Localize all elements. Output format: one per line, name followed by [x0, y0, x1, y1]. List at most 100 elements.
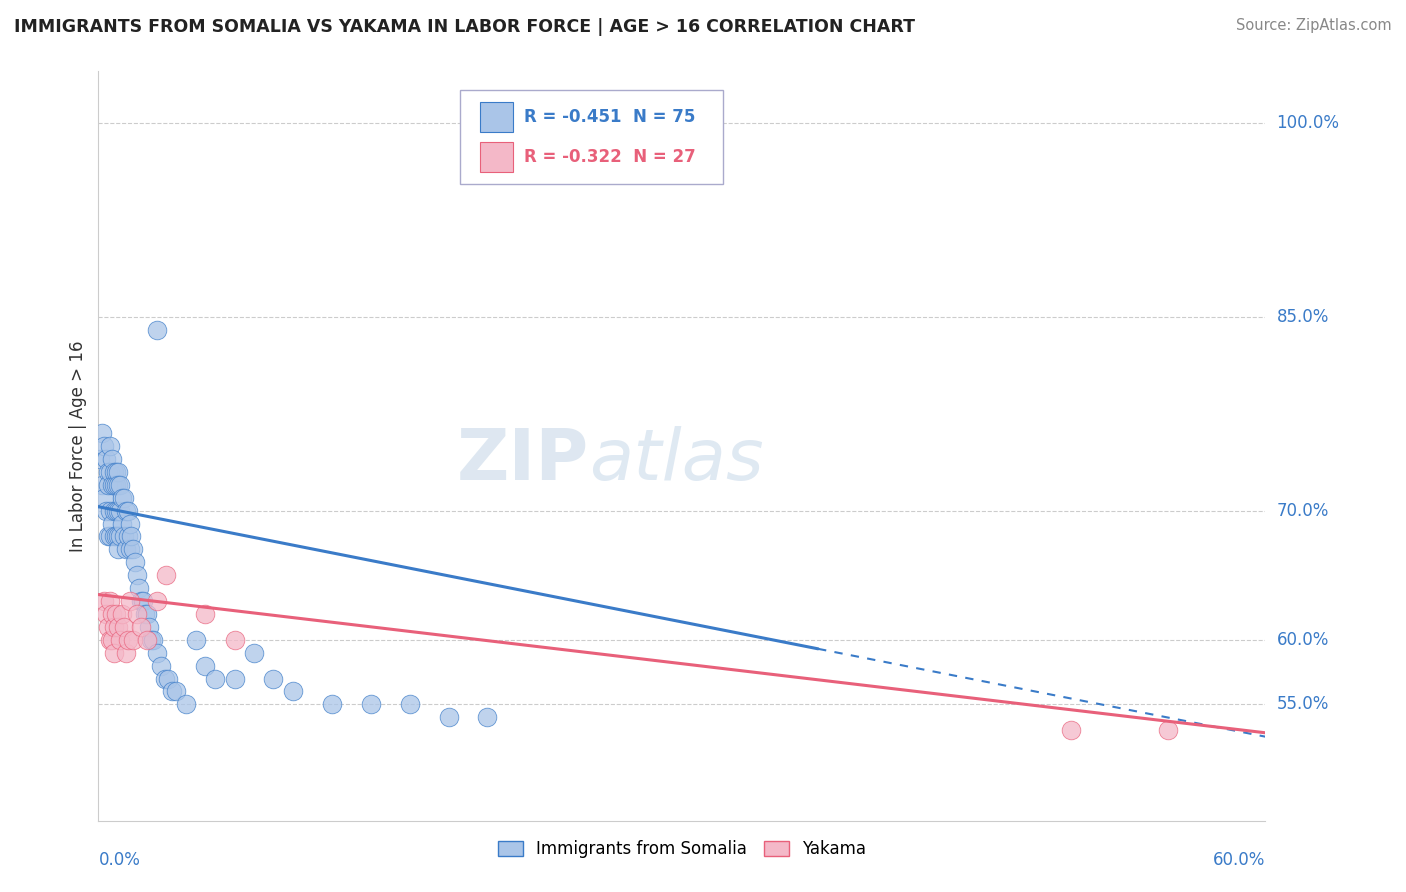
Text: 0.0%: 0.0% — [98, 851, 141, 869]
Point — [91, 426, 114, 441]
Point — [104, 529, 127, 543]
Point — [103, 529, 125, 543]
Text: 85.0%: 85.0% — [1277, 308, 1329, 326]
Text: 60.0%: 60.0% — [1277, 631, 1329, 648]
Point — [104, 607, 127, 621]
Point — [96, 503, 118, 517]
Point — [194, 658, 217, 673]
Point — [281, 684, 304, 698]
Text: atlas: atlas — [589, 426, 763, 495]
Point — [97, 620, 120, 634]
Point — [96, 451, 118, 466]
Point — [104, 503, 127, 517]
Point — [98, 632, 121, 647]
Point — [108, 477, 131, 491]
Point — [117, 529, 139, 543]
Text: ZIP: ZIP — [457, 426, 589, 495]
Point — [477, 710, 499, 724]
Point — [360, 698, 382, 712]
Point — [91, 477, 114, 491]
Point — [118, 594, 141, 608]
Point — [112, 491, 135, 505]
Point — [114, 646, 136, 660]
Point — [108, 503, 131, 517]
Point — [204, 672, 226, 686]
Point — [101, 607, 124, 621]
Point — [98, 529, 121, 543]
Point — [107, 477, 129, 491]
Point — [157, 672, 180, 686]
Point — [194, 607, 217, 621]
Point — [146, 323, 169, 337]
Point — [114, 542, 136, 557]
Point — [224, 672, 246, 686]
Point — [93, 491, 115, 505]
Point — [118, 516, 141, 531]
Point — [89, 451, 111, 466]
Point — [98, 503, 121, 517]
Point — [103, 477, 125, 491]
Point — [129, 594, 152, 608]
Bar — [479, 102, 513, 132]
Point — [98, 594, 121, 608]
Point — [103, 646, 125, 660]
Point — [174, 698, 197, 712]
Point — [111, 491, 134, 505]
Point — [437, 710, 460, 724]
Point — [134, 607, 156, 621]
Point — [108, 529, 131, 543]
Point — [117, 632, 139, 647]
Point — [97, 529, 120, 543]
Point — [107, 503, 129, 517]
Point — [97, 477, 120, 491]
Point — [98, 439, 121, 453]
Point — [104, 477, 127, 491]
Text: 70.0%: 70.0% — [1277, 501, 1329, 520]
Point — [97, 465, 120, 479]
Text: 55.0%: 55.0% — [1277, 696, 1329, 714]
Point — [127, 568, 149, 582]
Legend: Immigrants from Somalia, Yakama: Immigrants from Somalia, Yakama — [491, 833, 873, 864]
Point — [93, 439, 115, 453]
Point — [101, 477, 124, 491]
Text: R = -0.322  N = 27: R = -0.322 N = 27 — [524, 148, 696, 166]
Point — [121, 529, 143, 543]
Point — [96, 607, 118, 621]
Point — [107, 529, 129, 543]
Point — [243, 646, 266, 660]
Point — [107, 620, 129, 634]
Point — [321, 698, 343, 712]
Point — [112, 529, 135, 543]
Point — [128, 581, 150, 595]
Point — [112, 620, 135, 634]
Point — [132, 594, 155, 608]
Point — [122, 632, 145, 647]
Point — [165, 684, 187, 698]
Point — [139, 632, 162, 647]
Point — [138, 620, 160, 634]
Point — [103, 465, 125, 479]
Point — [101, 516, 124, 531]
Point — [224, 632, 246, 647]
Point — [127, 607, 149, 621]
FancyBboxPatch shape — [460, 90, 723, 184]
Point — [398, 698, 420, 712]
Point — [122, 542, 145, 557]
Text: Source: ZipAtlas.com: Source: ZipAtlas.com — [1236, 18, 1392, 33]
Point — [103, 503, 125, 517]
Point — [184, 632, 207, 647]
Point — [111, 607, 134, 621]
Point — [101, 632, 124, 647]
Text: IMMIGRANTS FROM SOMALIA VS YAKAMA IN LABOR FORCE | AGE > 16 CORRELATION CHART: IMMIGRANTS FROM SOMALIA VS YAKAMA IN LAB… — [14, 18, 915, 36]
Point — [93, 594, 115, 608]
Bar — [479, 142, 513, 172]
Point — [162, 684, 184, 698]
Text: 60.0%: 60.0% — [1213, 851, 1265, 869]
Point — [136, 632, 159, 647]
Point — [108, 632, 131, 647]
Point — [262, 672, 284, 686]
Text: 100.0%: 100.0% — [1277, 114, 1340, 132]
Point — [155, 568, 177, 582]
Point — [104, 465, 127, 479]
Point — [107, 465, 129, 479]
